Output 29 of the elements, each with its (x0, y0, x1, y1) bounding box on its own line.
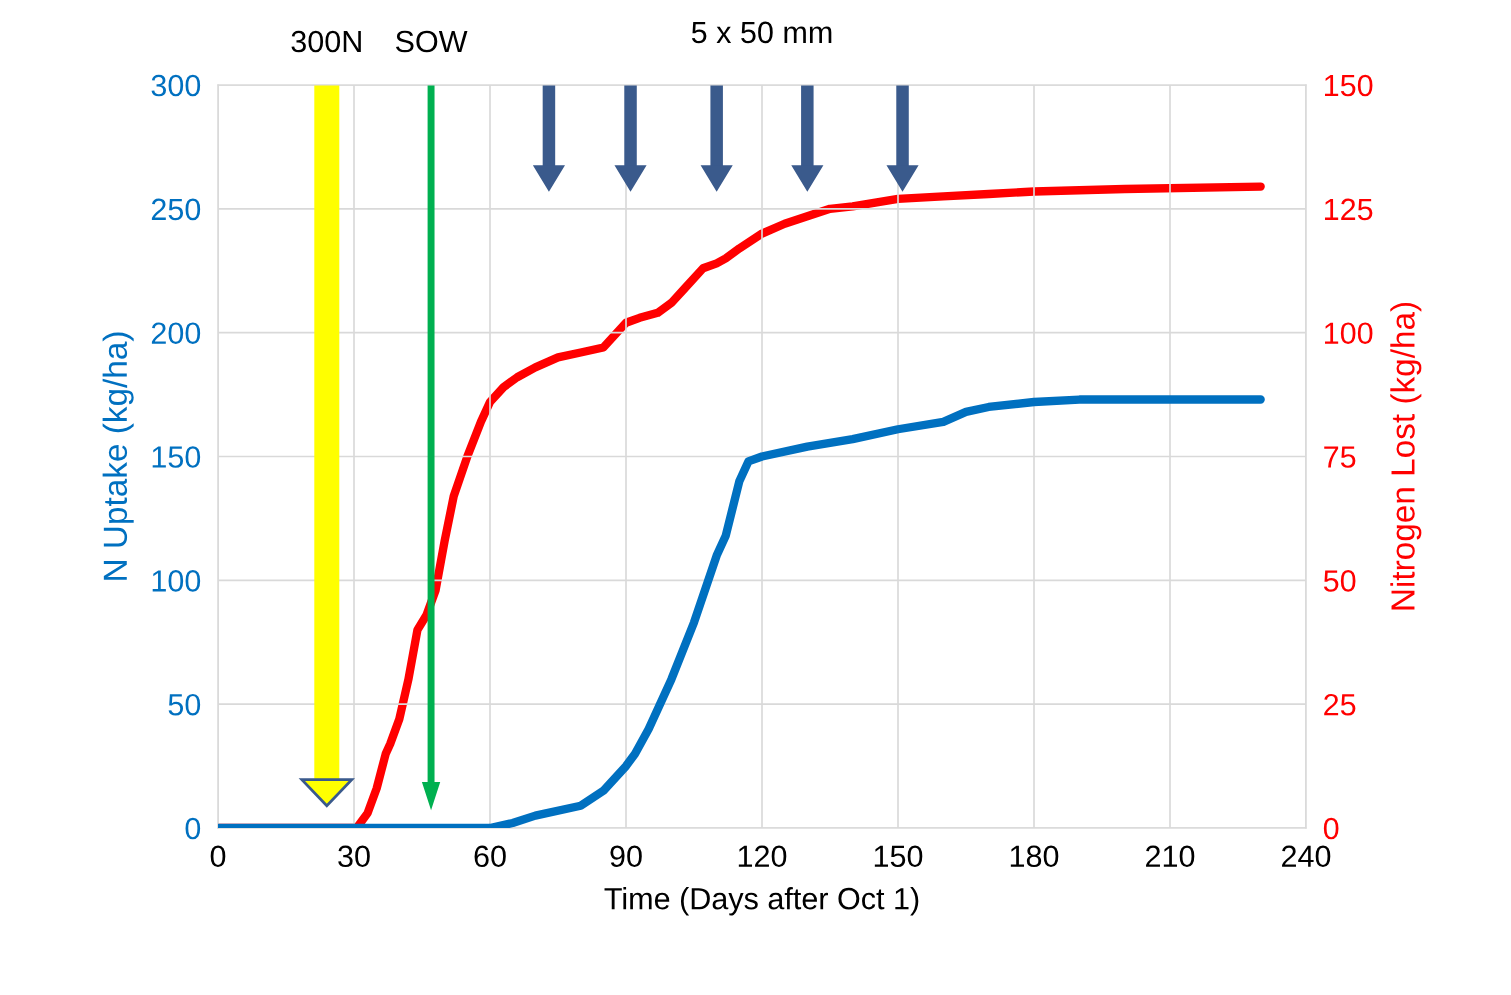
y-tick-label: 150 (152, 446, 201, 468)
x-tick-label: 90 (610, 845, 642, 868)
y2-tick-label: 150 (1325, 74, 1373, 97)
y-tick-label: 50 (168, 693, 201, 716)
y2-tick-label: 125 (1325, 198, 1373, 221)
y2-tick-label: 75 (1324, 446, 1356, 468)
x-tick-label: 30 (338, 845, 370, 868)
x-tick-label: 120 (738, 845, 787, 868)
y2-tick-label: 25 (1324, 693, 1356, 716)
ref-line-label: 300N (291, 30, 361, 53)
x-axis-title: Time (Days after Oct 1) (604, 887, 919, 916)
y-axis-title: N Uptake (kg/ha) (102, 332, 134, 580)
y2-tick-label: 50 (1323, 570, 1356, 592)
y2-tick-label: 100 (1325, 322, 1373, 345)
text: 5 x 50 mm (691, 21, 832, 44)
x-tick-label: 60 (474, 845, 506, 868)
x-tick-label: 240 (1282, 845, 1331, 868)
x-tick-label: 150 (874, 845, 923, 868)
y-tick-label: 200 (151, 322, 201, 345)
y-tick-label: 300 (151, 74, 201, 97)
y-tick-label: 250 (151, 198, 201, 221)
ref-line-label: SOW (395, 30, 468, 53)
x-tick-label: 180 (1010, 845, 1059, 868)
y2-tick-label: 0 (1323, 817, 1339, 840)
y-tick-label: 0 (185, 817, 201, 840)
x-tick-label: 210 (1146, 845, 1195, 868)
y2-axis-title: Nitrogen Lost (kg/ha) (1390, 302, 1422, 610)
y-tick-label: 100 (152, 570, 201, 592)
x-tick-label: 0 (210, 845, 226, 868)
